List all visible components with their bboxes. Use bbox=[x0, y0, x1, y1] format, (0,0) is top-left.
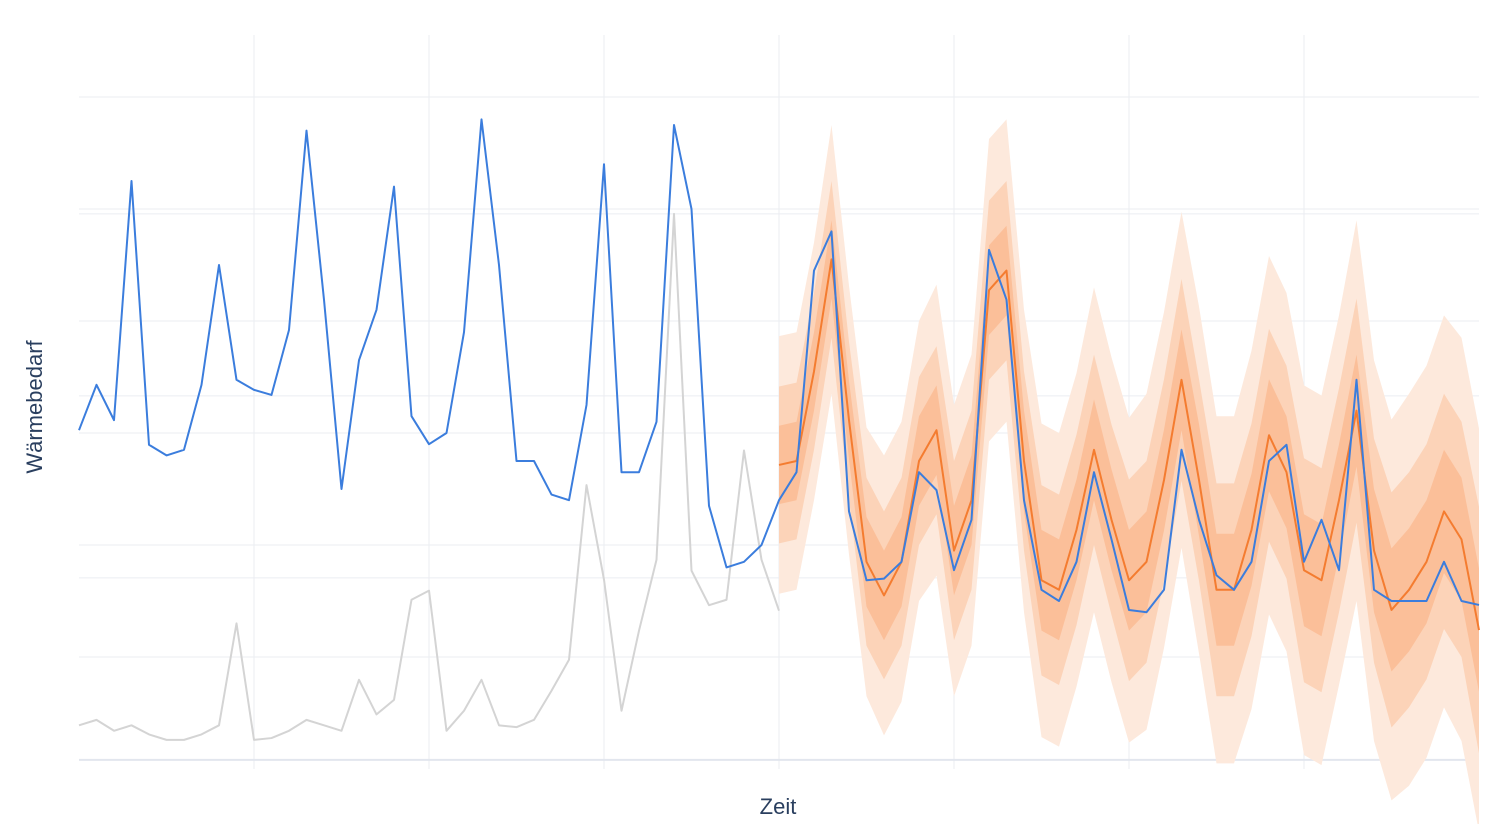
line-series bbox=[78, 118, 1480, 614]
line-series bbox=[78, 212, 780, 741]
confidence-band bbox=[779, 220, 1479, 692]
y-axis-label: Wärmebedarf bbox=[22, 339, 47, 473]
x-axis-label: Zeit bbox=[760, 794, 797, 819]
